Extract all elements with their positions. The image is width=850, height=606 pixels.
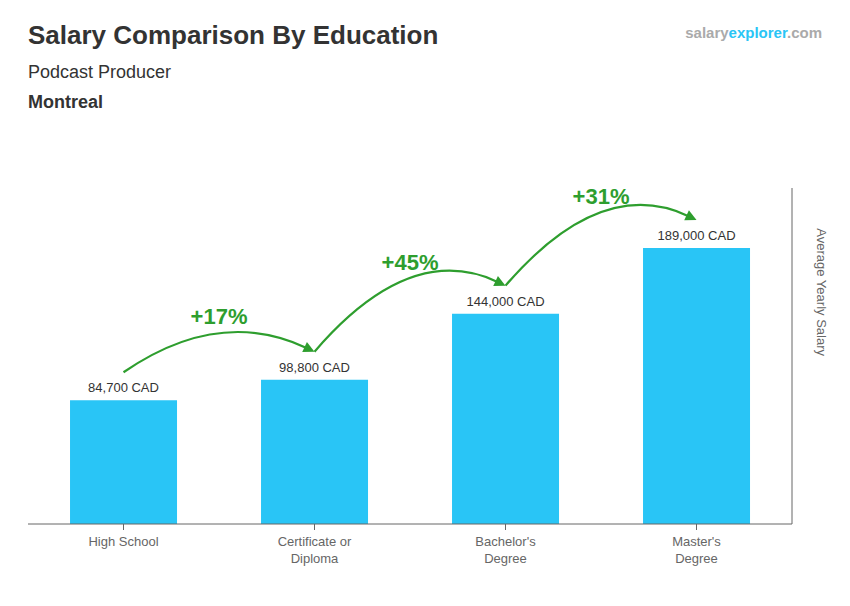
svg-text:+45%: +45%	[382, 250, 439, 275]
html-text:salary explorer.com: salary explorer.com	[685, 24, 822, 41]
svg-text:High School: High School	[88, 534, 158, 549]
svg-text:Average Yearly Salary: Average Yearly Salary	[814, 228, 829, 356]
svg-text:Certificate orDiploma: Certificate orDiploma	[278, 534, 352, 566]
html-text:Montreal: Montreal	[28, 92, 103, 112]
svg-text:+31%: +31%	[573, 184, 630, 209]
svg-text:Master'sDegree: Master'sDegree	[672, 534, 721, 566]
svg-text:+17%: +17%	[191, 304, 248, 329]
svg-text:144,000 CAD: 144,000 CAD	[466, 294, 544, 309]
html-text:Salary Comparison By Education: Salary Comparison By Education	[28, 20, 439, 50]
svg-text:84,700 CAD: 84,700 CAD	[88, 380, 159, 395]
svg-text:189,000 CAD: 189,000 CAD	[657, 228, 735, 243]
svg-text:Bachelor'sDegree: Bachelor'sDegree	[475, 534, 536, 566]
html-text:Podcast Producer: Podcast Producer	[28, 62, 172, 82]
svg-text:98,800 CAD: 98,800 CAD	[279, 360, 350, 375]
